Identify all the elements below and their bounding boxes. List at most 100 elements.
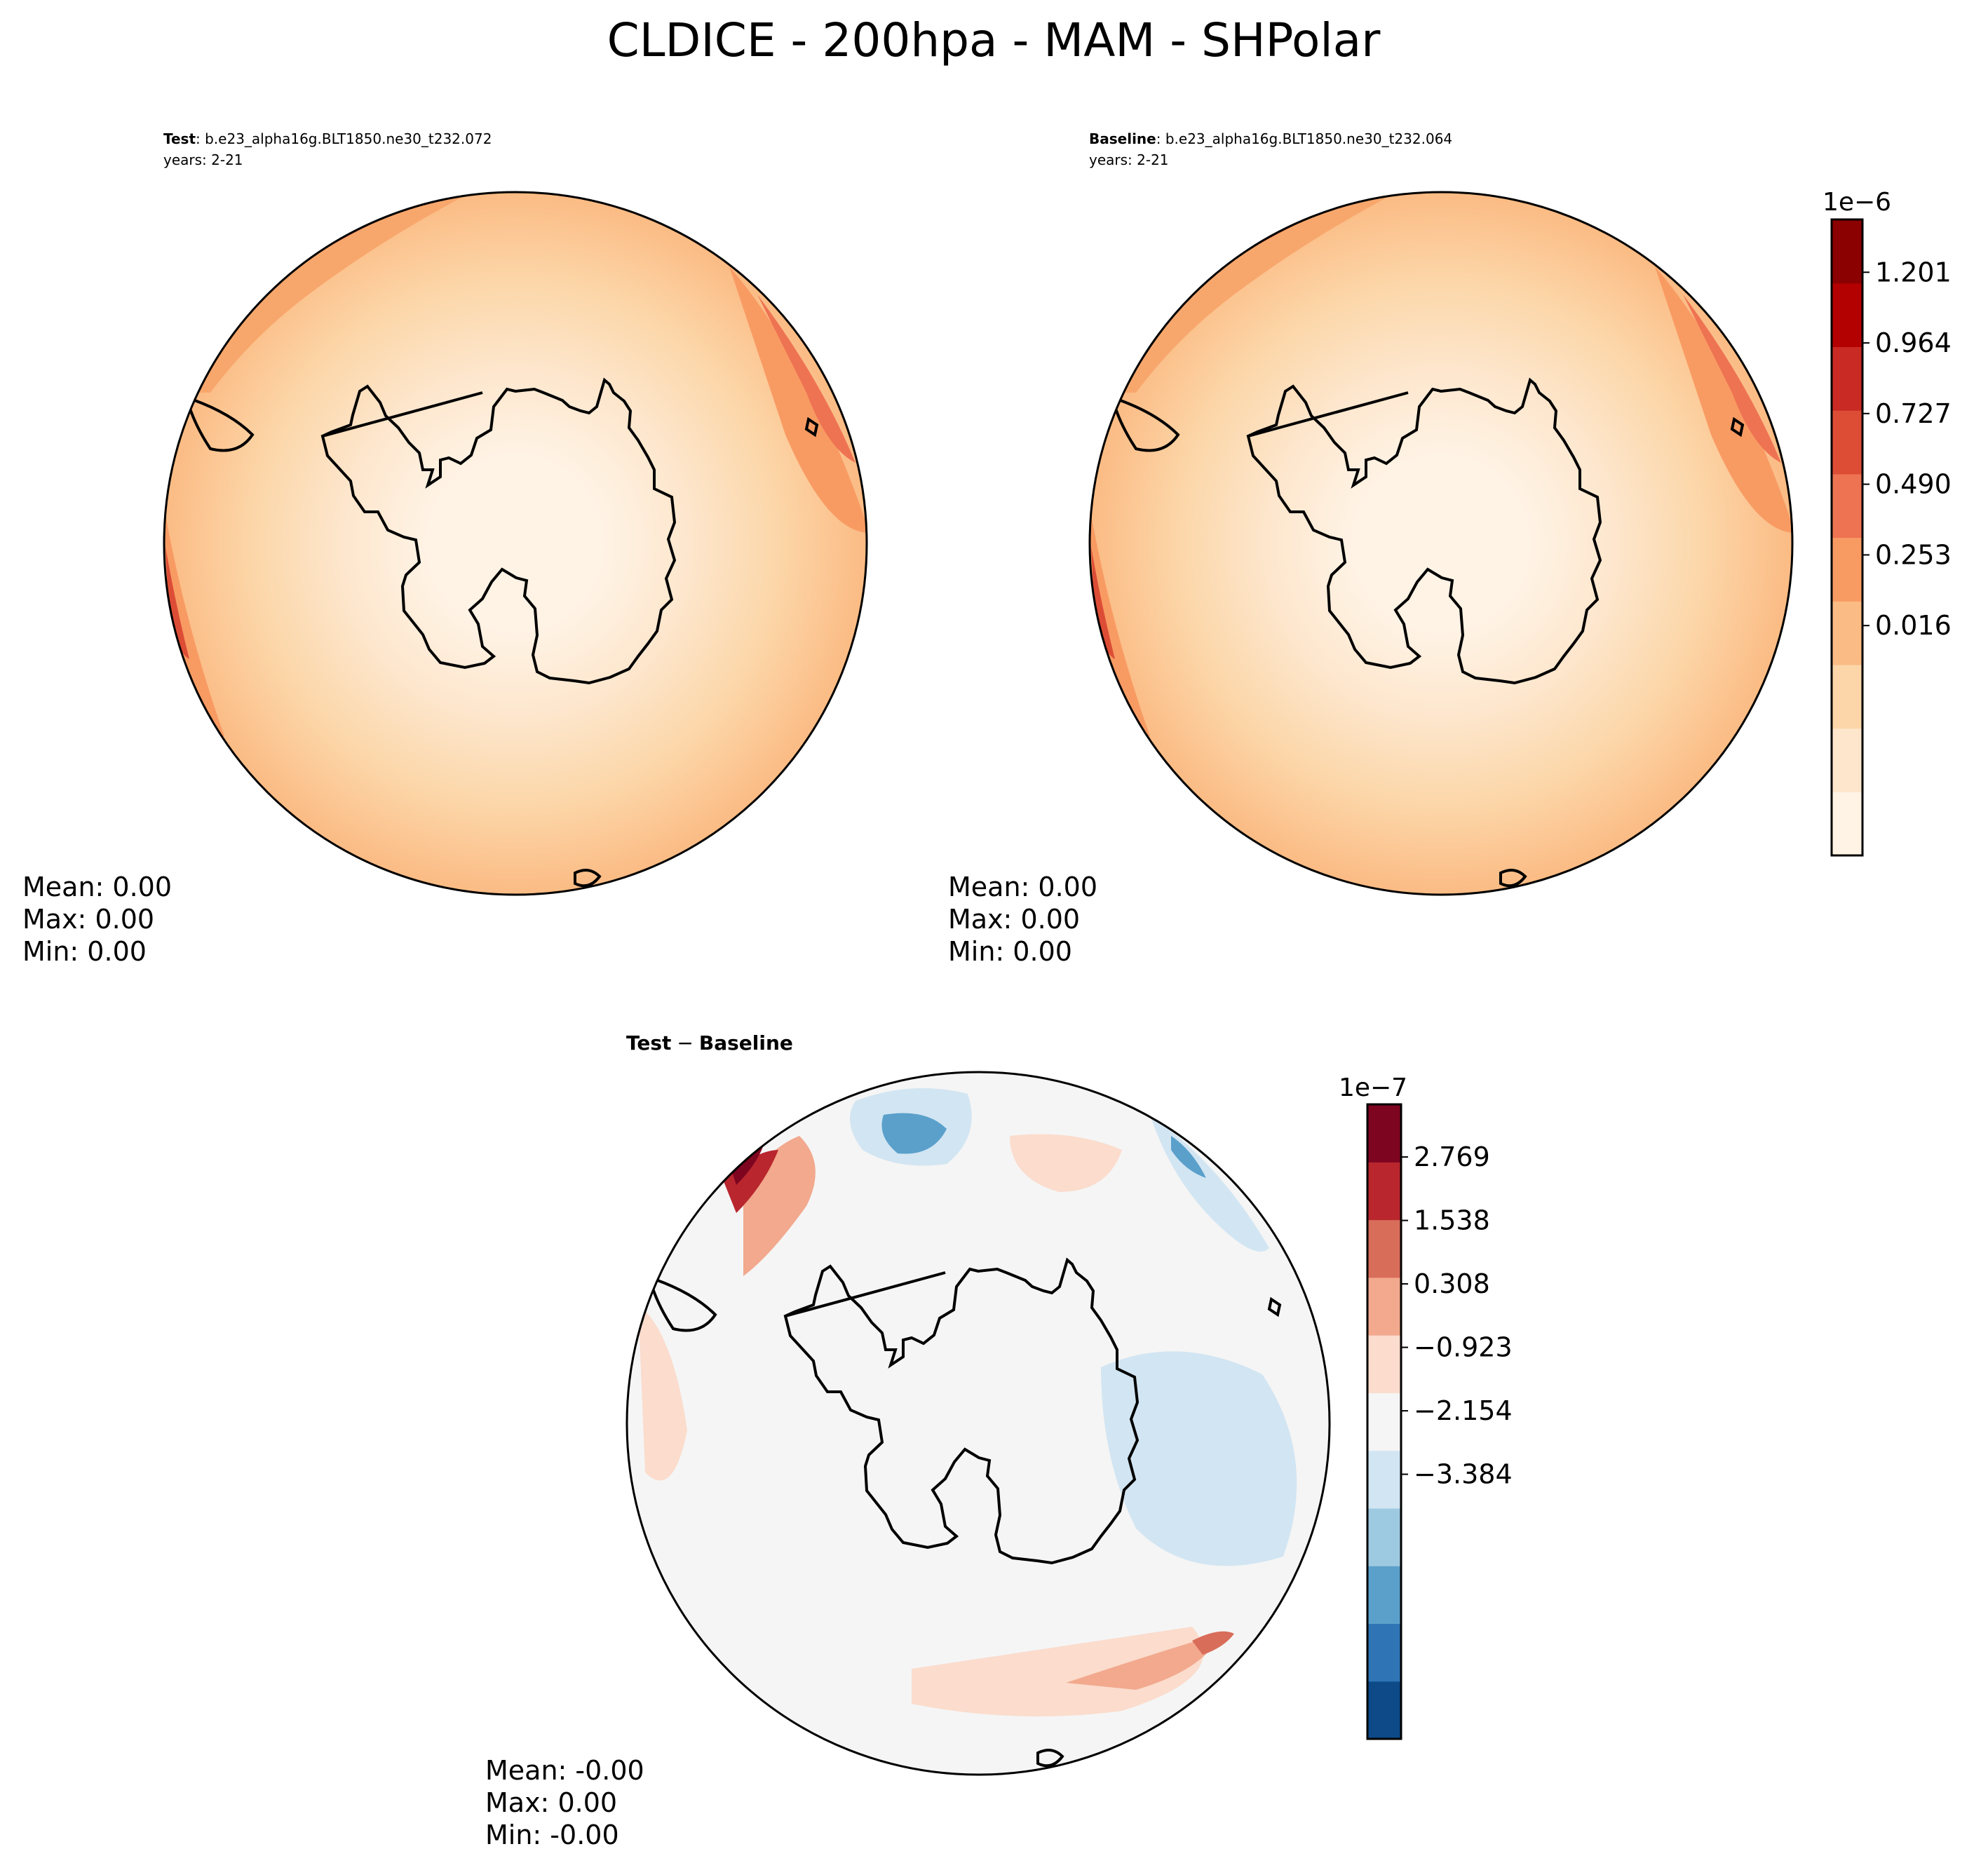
colorbar-abs-segment xyxy=(1832,537,1862,602)
diff-pos-4 xyxy=(638,1304,687,1481)
test-label-case: : b.e23_alpha16g.BLT1850.ne30_t232.072 xyxy=(196,130,492,147)
colorbar-abs-tick-label: 0.490 xyxy=(1875,469,1952,500)
colorbar-abs-exponent: 1e−6 xyxy=(1823,188,1891,217)
baseline-mean: Mean: 0.00 xyxy=(948,872,1097,902)
colorbar-diff-segment xyxy=(1367,1335,1401,1393)
baseline-map-boundary xyxy=(1088,191,1794,896)
test-panel: Test: b.e23_alpha16g.BLT1850.ne30_t232.0… xyxy=(22,130,868,967)
baseline-map xyxy=(1090,192,1792,895)
diff-panel-label: Test − Baseline xyxy=(626,1031,793,1055)
diff-neg-2 xyxy=(881,1113,947,1154)
colorbar-abs-tick-label: 0.016 xyxy=(1875,610,1952,641)
diff-anomalies xyxy=(638,1088,1297,1716)
colorbar-diff-tick-label: 0.308 xyxy=(1414,1268,1490,1299)
test-field xyxy=(164,192,867,895)
baseline-right-band-1 xyxy=(1655,266,1792,533)
colorbar-diff-segment xyxy=(1367,1507,1401,1566)
diff-pos-2 xyxy=(722,1150,778,1213)
colorbar-abs-frame xyxy=(1830,218,1864,857)
test-hot-band-1 xyxy=(175,192,491,393)
baseline-hot-band-1 xyxy=(1101,192,1416,393)
test-mean: Mean: 0.00 xyxy=(22,872,172,902)
diff-label-test: Test xyxy=(626,1031,671,1055)
colorbar-diff-segment xyxy=(1367,1104,1401,1163)
test-map xyxy=(164,192,867,895)
diff-pos-5 xyxy=(1010,1134,1122,1192)
diff-mean: Mean: -0.00 xyxy=(485,1755,644,1786)
colorbar-abs-segment xyxy=(1832,792,1862,856)
colorbar-diff-segment xyxy=(1367,1450,1401,1509)
baseline-label-case: : b.e23_alpha16g.BLT1850.ne30_t232.064 xyxy=(1156,130,1452,147)
colorbar-diff-segment xyxy=(1367,1162,1401,1221)
colorbar-abs: 1e−6 1.201 0.964 0.727 0.490 0.253 0.016 xyxy=(1823,188,1952,857)
test-max: Max: 0.00 xyxy=(22,904,154,935)
diff-label-baseline: Baseline xyxy=(699,1031,793,1055)
diff-neg-4 xyxy=(1171,1136,1206,1178)
colorbar-abs-segment xyxy=(1832,473,1862,538)
baseline-south-america-tip xyxy=(1113,398,1180,452)
colorbar-diff-segment xyxy=(1367,1566,1401,1625)
baseline-hot-band-4 xyxy=(1255,192,1339,214)
diff-neg-5 xyxy=(1101,1351,1297,1566)
baseline-island-outline xyxy=(1730,416,1745,438)
baseline-right-band-2 xyxy=(1683,294,1781,463)
colorbar-diff: 1e−7 2.769 1.538 0.308 −0.923 −2.154 −3.384 xyxy=(1339,1073,1513,1740)
diff-panel: Test − Baseline xyxy=(485,1031,1331,1850)
colorbar-abs-segment xyxy=(1832,664,1862,729)
colorbar-diff-segment xyxy=(1367,1219,1401,1278)
diff-island-outline xyxy=(1267,1296,1282,1317)
colorbar-abs-segment xyxy=(1832,283,1862,347)
test-island-outline xyxy=(804,416,819,438)
baseline-panel: Baseline: b.e23_alpha16g.BLT1850.ne30_t2… xyxy=(948,130,1794,967)
test-right-band-2 xyxy=(757,294,856,463)
colorbar-diff-tick-label: −2.154 xyxy=(1414,1395,1513,1426)
colorbar-abs-segment xyxy=(1832,410,1862,475)
colorbar-abs-tick-label: 1.201 xyxy=(1875,257,1952,287)
baseline-tasmania-outline xyxy=(1499,869,1527,888)
diff-map xyxy=(627,1072,1330,1775)
colorbar-diff-segment xyxy=(1367,1681,1401,1740)
baseline-label-bold: Baseline xyxy=(1089,130,1156,147)
diff-map-boundary xyxy=(626,1071,1331,1776)
diff-pos-3 xyxy=(729,1143,764,1185)
diff-pos-7 xyxy=(1066,1634,1220,1690)
diff-tasmania-outline xyxy=(1036,1749,1064,1768)
baseline-years: years: 2-21 xyxy=(1089,151,1169,168)
colorbar-diff-tick-label: 2.769 xyxy=(1414,1141,1490,1172)
test-hot-band-4 xyxy=(330,192,414,214)
diff-pos-6 xyxy=(912,1627,1204,1716)
test-panel-label: Test: b.e23_alpha16g.BLT1850.ne30_t232.0… xyxy=(163,130,492,147)
diff-pos-8 xyxy=(1192,1631,1234,1655)
colorbar-diff-frame xyxy=(1366,1103,1402,1740)
test-tasmania-outline xyxy=(574,869,602,888)
colorbar-diff-segment xyxy=(1367,1623,1401,1682)
colorbar-abs-segment xyxy=(1832,601,1862,665)
colorbar-diff-tick-label: 1.538 xyxy=(1414,1205,1490,1236)
baseline-panel-label: Baseline: b.e23_alpha16g.BLT1850.ne30_t2… xyxy=(1089,130,1452,147)
colorbar-abs-segment xyxy=(1832,728,1862,792)
colorbar-diff-exponent: 1e−7 xyxy=(1339,1073,1407,1102)
baseline-field xyxy=(1090,192,1792,895)
diff-field xyxy=(627,1072,1330,1775)
test-min: Min: 0.00 xyxy=(22,936,147,967)
colorbar-diff-segment xyxy=(1367,1277,1401,1336)
colorbar-abs-segment xyxy=(1832,219,1862,284)
baseline-min: Min: 0.00 xyxy=(948,936,1072,967)
figure-title: CLDICE - 200hpa - MAM - SHPolar xyxy=(607,13,1381,67)
test-south-america-tip xyxy=(187,398,255,452)
colorbar-diff-tick-label: −3.384 xyxy=(1414,1459,1513,1490)
baseline-max: Max: 0.00 xyxy=(948,904,1080,935)
test-years: years: 2-21 xyxy=(163,151,243,168)
colorbar-diff-segment xyxy=(1367,1393,1401,1451)
colorbar-abs-tick-label: 0.253 xyxy=(1875,539,1952,570)
diff-label-minus: − xyxy=(677,1031,693,1055)
colorbar-diff-tick-label: −0.923 xyxy=(1414,1332,1513,1363)
test-right-band-1 xyxy=(729,266,867,533)
colorbar-abs-tick-label: 0.727 xyxy=(1875,398,1952,429)
colorbar-abs-tick-label: 0.964 xyxy=(1875,327,1952,358)
colorbar-abs-segment xyxy=(1832,346,1862,411)
test-label-bold: Test xyxy=(163,130,196,147)
diff-south-america-tip xyxy=(650,1278,717,1332)
diff-max: Max: 0.00 xyxy=(485,1787,617,1818)
